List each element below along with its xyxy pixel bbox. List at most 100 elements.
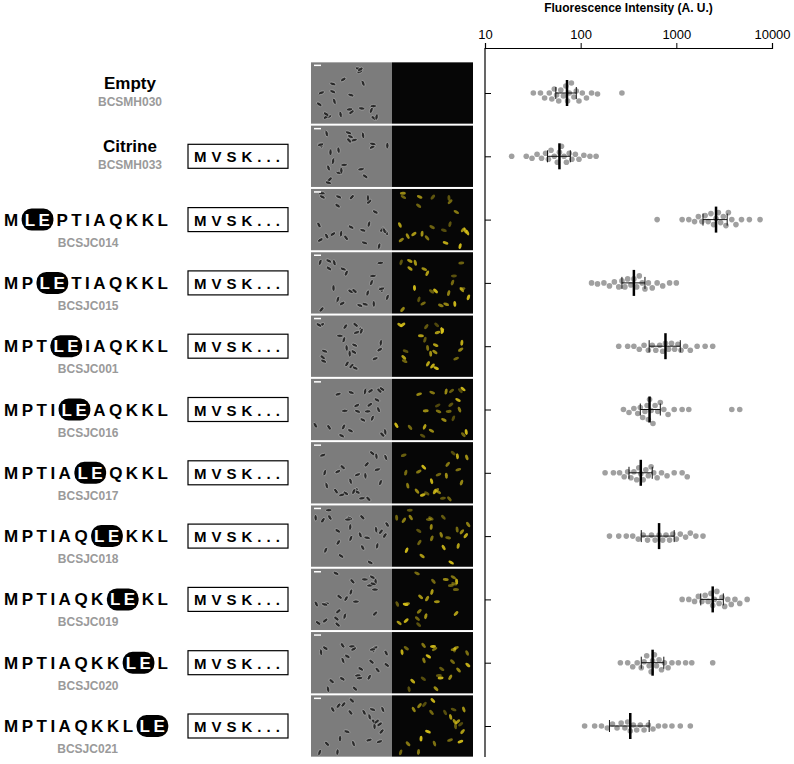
cell [326,424,332,431]
construct-id: BCSMH033 [98,158,162,172]
q3-cap [649,720,650,732]
fluorescent-cell [448,402,455,408]
fluorescent-cell [416,608,422,614]
cell [351,342,358,348]
cell [332,285,335,291]
fluorescent-cell [429,224,436,229]
peptide-text: MPTIA [4,464,74,483]
peptide-text: KKL [126,527,171,546]
fluorescent-cell [441,544,447,551]
cell [369,707,376,712]
point [725,597,731,603]
fluorescent-cell [466,294,471,301]
fluorescent-cell [424,235,430,242]
point [688,723,694,729]
q1-cap [649,340,650,352]
point [646,280,652,286]
point [729,407,735,413]
cell [320,517,326,524]
point [595,91,601,97]
cell [378,728,385,735]
point [607,533,613,539]
peptide-text: PTIAQKKL [56,211,171,230]
q3-cap [663,657,664,669]
cell [339,111,343,118]
cell [366,402,373,408]
cell [353,403,360,409]
phase-panel [311,62,392,123]
point [558,87,564,93]
cell [377,261,384,265]
point [635,536,641,542]
q3-cap [570,150,571,162]
cell [385,294,390,301]
cell [314,515,318,522]
micrograph-row [311,632,473,693]
point [654,663,660,669]
point [728,602,734,608]
cell [369,647,376,651]
row-points [582,719,693,734]
x-tick-mark [485,43,486,48]
cell [319,649,323,656]
point [636,346,642,352]
point [636,273,642,279]
cell [334,469,341,475]
cell [386,142,389,148]
row-points [607,530,706,543]
q1-cap [609,720,610,732]
cell [365,738,372,743]
fluorescent-cell [457,388,463,394]
row-points [654,210,763,229]
fluorescent-cell [438,666,445,672]
cell [343,234,350,241]
point [569,80,575,86]
point [654,475,660,481]
highlight-text: LE [53,337,82,356]
cell [313,600,319,607]
fluorescent-cell [426,518,432,521]
cell [351,740,356,747]
fluorescent-cell [432,343,439,348]
point [641,727,647,733]
point [669,660,675,666]
cell [367,221,372,228]
cell [325,265,332,271]
highlight-text: LE [25,211,54,230]
y-tick-mark [485,410,491,411]
y-tick-mark [485,473,491,474]
fluorescent-cell [413,259,417,266]
point [644,653,650,659]
fluorescent-cell [407,424,413,431]
fluorescent-cell [447,738,454,743]
phase-panel [311,442,392,503]
point [696,214,702,220]
x-tick-label: 10000 [754,27,790,42]
cell [370,104,377,107]
highlight-pill [74,462,106,484]
point [611,470,617,476]
fluorescent-cell [440,496,446,500]
fluorescent-cell [399,306,405,313]
fluorescent-cell [438,303,445,308]
point [650,421,656,427]
point [744,597,750,603]
fluorescent-cell [441,417,448,422]
cell [333,615,340,621]
cell [329,231,336,237]
cell [347,428,354,434]
cell [370,581,377,586]
cell [372,301,375,308]
fluorescent-cell [422,657,427,664]
highlight-pill [107,588,139,610]
q3-cap [576,87,577,99]
fluorescent-cell [432,488,437,495]
cell [345,345,349,352]
cell [344,653,351,659]
fluorescent-cell [430,589,435,596]
cell [372,356,379,361]
fluorescent-cell [422,424,427,431]
cell [378,286,385,293]
cell [338,433,345,439]
point [576,98,582,104]
